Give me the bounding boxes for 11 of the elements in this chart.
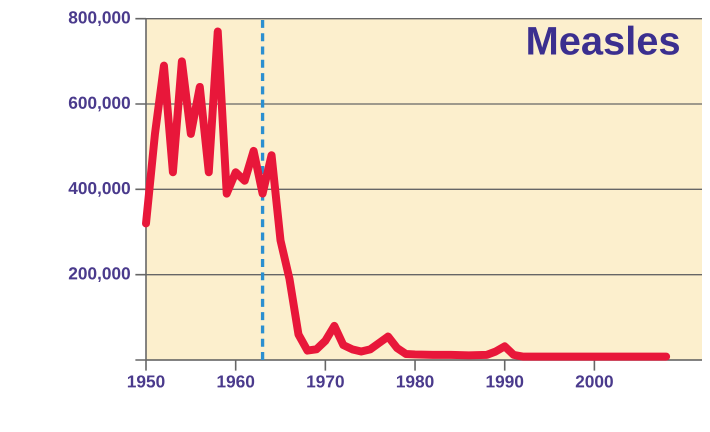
y-tick-label: 800,000 xyxy=(68,11,130,26)
y-tick-label: 600,000 xyxy=(68,96,130,112)
x-tick-label: 1960 xyxy=(218,375,254,388)
x-tick-label: 1970 xyxy=(307,375,344,388)
chart-title: Measles xyxy=(528,26,679,55)
x-tick-label: 2000 xyxy=(576,375,613,388)
y-tick-label: 400,000 xyxy=(68,182,130,197)
x-tick-label: 1990 xyxy=(486,375,524,388)
x-tick-label: 1950 xyxy=(128,375,164,388)
x-tick-label: 1980 xyxy=(396,375,434,388)
y-tick-label: 200,000 xyxy=(68,267,130,282)
